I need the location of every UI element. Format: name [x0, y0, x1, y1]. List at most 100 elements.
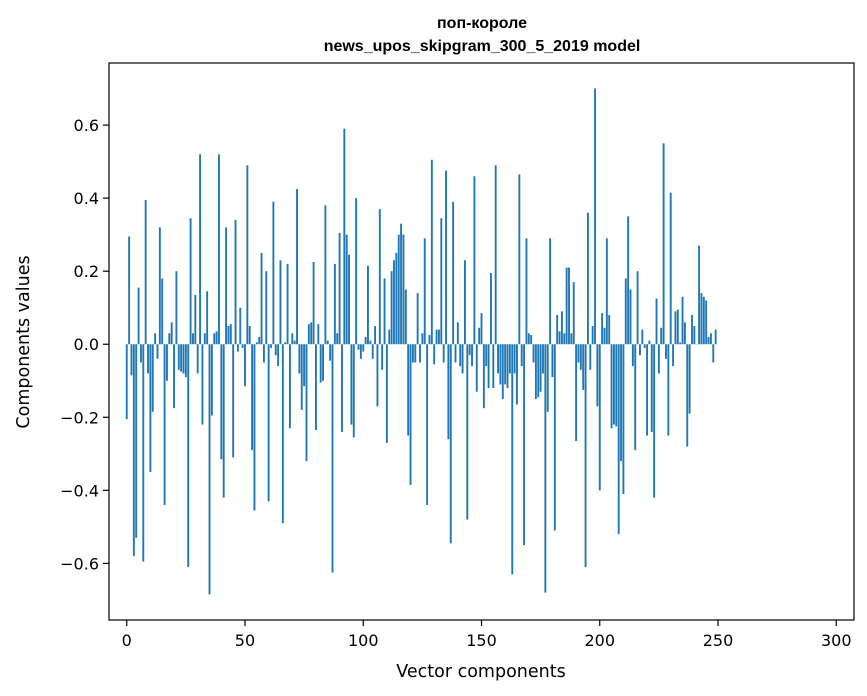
bar — [305, 344, 308, 462]
bar — [229, 324, 232, 345]
bar — [192, 333, 194, 345]
bar — [636, 271, 639, 345]
bar — [293, 340, 296, 345]
bar — [511, 344, 514, 575]
bar — [575, 344, 578, 442]
bar — [691, 315, 693, 345]
bar — [203, 333, 206, 345]
bar — [149, 344, 152, 473]
bar — [423, 238, 426, 345]
bar — [331, 344, 334, 573]
bar — [329, 344, 332, 361]
bar — [669, 192, 672, 345]
bar — [709, 333, 712, 345]
bar — [667, 344, 670, 436]
bar — [605, 238, 608, 345]
bar — [144, 199, 147, 345]
y-axis-label: Components values — [14, 255, 34, 428]
bar — [364, 336, 367, 345]
bar — [158, 227, 161, 345]
bar — [553, 344, 556, 531]
bar — [482, 344, 485, 409]
bar — [395, 252, 398, 345]
bar — [608, 315, 611, 345]
bar — [175, 271, 178, 345]
bar — [560, 311, 563, 345]
bar — [430, 159, 433, 345]
bar — [577, 344, 580, 363]
bar — [643, 344, 646, 348]
bar — [466, 344, 469, 520]
bar — [170, 322, 173, 345]
bar — [239, 307, 242, 345]
bar — [232, 344, 235, 458]
bar — [478, 327, 481, 345]
bar — [234, 220, 237, 345]
bar — [594, 88, 596, 345]
bar — [267, 344, 270, 502]
bar — [542, 344, 544, 374]
bar — [319, 344, 322, 383]
bar — [634, 344, 637, 451]
bar — [534, 344, 537, 400]
bar — [376, 344, 379, 407]
bar — [187, 344, 190, 568]
bar — [184, 344, 187, 378]
bar — [586, 212, 589, 345]
bar — [620, 344, 622, 462]
bar — [518, 174, 521, 345]
bar — [556, 315, 559, 345]
bar — [702, 296, 705, 345]
bar — [298, 344, 301, 374]
bar — [286, 263, 289, 345]
bar — [168, 333, 171, 345]
bar — [409, 344, 412, 485]
bar — [147, 344, 149, 374]
bar — [322, 344, 324, 381]
bar — [296, 189, 298, 345]
bar — [589, 344, 592, 370]
bar — [487, 344, 490, 389]
bar — [558, 331, 561, 345]
bar — [350, 344, 353, 425]
bar — [362, 344, 365, 352]
bar — [277, 344, 280, 367]
bar — [210, 344, 213, 416]
y-tick-label: −0.4 — [60, 481, 99, 500]
bar — [310, 322, 313, 345]
bar — [615, 344, 618, 427]
bar — [622, 344, 625, 494]
bar — [258, 336, 261, 345]
bar — [194, 294, 197, 345]
bar — [163, 344, 166, 505]
bar — [128, 236, 131, 345]
bar — [445, 170, 447, 345]
bar — [151, 344, 154, 412]
bar — [563, 333, 566, 345]
bar — [161, 278, 164, 345]
bar — [281, 344, 284, 524]
bar — [182, 344, 185, 374]
bar — [452, 201, 455, 345]
bar — [442, 344, 445, 363]
bar — [601, 313, 604, 345]
bar — [300, 344, 303, 410]
bar — [222, 344, 225, 498]
bar — [215, 331, 218, 345]
bar — [674, 311, 677, 345]
bar — [220, 344, 223, 460]
bar — [419, 344, 421, 363]
bar — [464, 260, 466, 345]
bar — [196, 344, 199, 374]
bar — [428, 335, 431, 345]
bar — [253, 344, 256, 511]
bar — [142, 344, 145, 562]
bar — [333, 263, 336, 345]
x-tick-label: 150 — [466, 631, 497, 650]
x-tick-label: 200 — [584, 631, 615, 650]
bar — [499, 344, 502, 385]
bar — [324, 205, 327, 345]
bar — [416, 293, 419, 345]
bar — [437, 329, 440, 345]
